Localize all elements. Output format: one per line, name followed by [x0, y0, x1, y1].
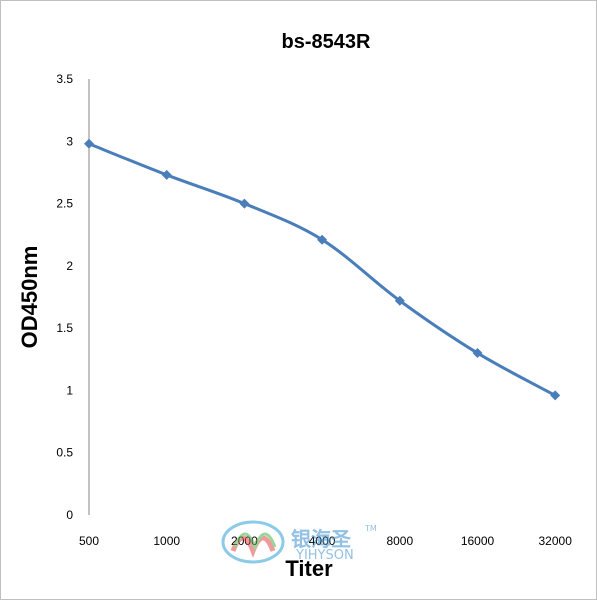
- y-tick-labels: 0 0.5 1 1.5 2 2.5 3 3.5: [56, 72, 73, 522]
- watermark-chinese-text: 银海圣: [291, 527, 352, 551]
- x-tick-label: 16000: [461, 534, 495, 548]
- x-tick-label: 1000: [153, 534, 180, 548]
- x-tick-label: 500: [79, 534, 99, 548]
- watermark-trademark: TM: [364, 524, 377, 533]
- y-tick-label: 3.5: [56, 72, 73, 86]
- x-tick-label: 4000: [309, 534, 336, 548]
- plot-area: [84, 138, 561, 401]
- yihyson-watermark: 银海圣 TM YIHYSON: [221, 520, 377, 564]
- chart-title: bs-8543R: [282, 31, 371, 53]
- data-point-marker: [317, 234, 328, 245]
- y-tick-label: 3: [66, 134, 73, 148]
- series-markers: [84, 138, 561, 401]
- x-axis-title: Titer: [285, 556, 333, 581]
- y-axis-title: OD450nm: [17, 246, 42, 349]
- yihyson-logo-icon: [221, 520, 285, 564]
- data-point-marker: [550, 390, 561, 401]
- data-point-marker: [239, 198, 250, 209]
- y-tick-label: 0: [66, 508, 73, 522]
- data-point-marker: [161, 169, 172, 180]
- watermark-english-text: YIHYSON: [295, 548, 354, 563]
- data-point-marker: [394, 295, 405, 306]
- x-tick-label: 8000: [386, 534, 413, 548]
- data-point-marker: [472, 348, 483, 359]
- x-tick-label: 32000: [539, 534, 573, 548]
- y-tick-label: 0.5: [56, 446, 73, 460]
- y-tick-label: 2: [66, 259, 73, 273]
- y-tick-label: 2.5: [56, 197, 73, 211]
- data-point-marker: [84, 138, 94, 149]
- y-tick-label: 1: [66, 383, 73, 397]
- y-tick-label: 1.5: [56, 321, 73, 335]
- series-line: [87, 142, 557, 397]
